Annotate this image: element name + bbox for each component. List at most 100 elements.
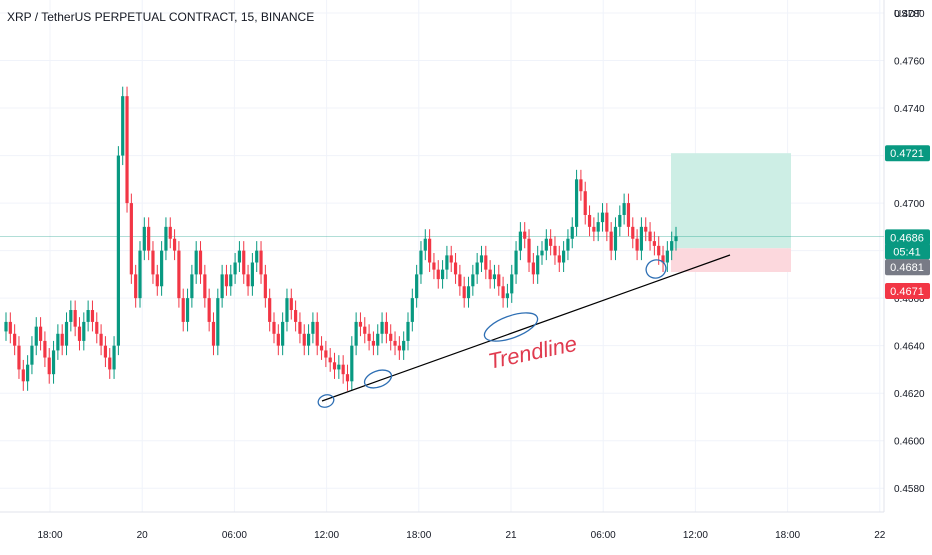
candle bbox=[475, 262, 479, 275]
candle bbox=[259, 250, 263, 275]
candle bbox=[13, 333, 17, 346]
x-tick-label: 12:00 bbox=[314, 530, 339, 541]
candle bbox=[77, 326, 82, 341]
candle bbox=[43, 340, 47, 358]
candle bbox=[488, 269, 492, 280]
candle bbox=[315, 321, 319, 346]
candle bbox=[570, 226, 574, 239]
candle bbox=[453, 262, 458, 275]
annotation-circle[interactable] bbox=[316, 393, 335, 410]
candle bbox=[142, 226, 146, 251]
candle bbox=[505, 293, 510, 299]
candle bbox=[190, 274, 194, 299]
price-label-countdown-bg bbox=[885, 243, 930, 260]
candle bbox=[125, 96, 129, 204]
candle bbox=[134, 274, 138, 299]
candle bbox=[410, 298, 414, 322]
candle bbox=[272, 321, 276, 334]
candle bbox=[471, 274, 475, 287]
candle bbox=[665, 250, 669, 263]
candle bbox=[354, 321, 358, 346]
y-tick-label: 0.4600 bbox=[894, 437, 925, 448]
candle bbox=[47, 357, 51, 375]
candle bbox=[436, 269, 440, 280]
annotation-circle[interactable] bbox=[644, 257, 669, 281]
candle bbox=[497, 274, 501, 287]
candle bbox=[367, 333, 371, 341]
candle bbox=[380, 321, 384, 334]
candle bbox=[324, 350, 328, 358]
candle bbox=[609, 231, 613, 251]
candle bbox=[449, 255, 453, 263]
candle bbox=[670, 241, 674, 251]
candle bbox=[613, 226, 618, 251]
candle bbox=[371, 340, 376, 346]
candle bbox=[345, 374, 350, 382]
candle bbox=[255, 250, 259, 263]
candle bbox=[172, 238, 177, 251]
price-label-countdown: 05:41 bbox=[893, 246, 921, 258]
candle bbox=[639, 226, 644, 251]
candle bbox=[605, 212, 609, 232]
candle bbox=[644, 226, 648, 232]
candle bbox=[30, 345, 34, 365]
candle bbox=[116, 155, 120, 346]
candle bbox=[90, 310, 95, 322]
candle bbox=[147, 226, 151, 251]
candle bbox=[557, 255, 561, 263]
candle bbox=[56, 333, 60, 351]
candle bbox=[198, 250, 203, 275]
candle bbox=[566, 238, 570, 251]
price-label-target: 0.4721 bbox=[890, 148, 924, 160]
candle bbox=[38, 326, 43, 341]
candle bbox=[648, 231, 652, 242]
candle bbox=[432, 262, 436, 270]
candle bbox=[544, 238, 548, 251]
x-tick-label: 18:00 bbox=[775, 530, 800, 541]
candle bbox=[281, 321, 285, 346]
trendline[interactable] bbox=[321, 254, 731, 402]
candle bbox=[64, 321, 69, 346]
candle bbox=[289, 298, 293, 311]
candle bbox=[415, 274, 419, 299]
candle bbox=[419, 250, 423, 275]
candle bbox=[332, 362, 337, 370]
candle bbox=[501, 286, 505, 299]
annotation-circle[interactable] bbox=[362, 367, 394, 392]
annotation-circle[interactable] bbox=[481, 307, 541, 347]
candle bbox=[276, 333, 280, 346]
candle bbox=[600, 212, 605, 223]
candle bbox=[523, 231, 527, 239]
candle bbox=[462, 286, 466, 299]
candle bbox=[194, 250, 198, 275]
candle bbox=[112, 345, 116, 370]
candle bbox=[337, 364, 341, 370]
candle bbox=[397, 345, 401, 351]
candle bbox=[73, 310, 77, 327]
candle bbox=[652, 241, 656, 246]
candle bbox=[108, 357, 112, 370]
candle bbox=[492, 274, 497, 280]
candle bbox=[306, 333, 311, 346]
x-tick-label: 06:00 bbox=[591, 530, 616, 541]
loss-zone[interactable] bbox=[671, 248, 791, 273]
y-tick-label: 0.4640 bbox=[894, 342, 925, 353]
candle bbox=[203, 274, 207, 299]
candle bbox=[233, 262, 237, 275]
candle bbox=[138, 250, 142, 299]
candle bbox=[185, 298, 190, 322]
candle bbox=[311, 321, 315, 334]
candle bbox=[160, 250, 164, 287]
candle bbox=[4, 321, 8, 332]
x-tick-label: 18:00 bbox=[406, 530, 431, 541]
candle bbox=[268, 298, 272, 322]
candle bbox=[207, 298, 211, 322]
candle bbox=[319, 345, 324, 351]
candle bbox=[82, 321, 86, 341]
profit-zone[interactable] bbox=[671, 153, 791, 249]
candle bbox=[129, 203, 133, 275]
candle bbox=[674, 236, 678, 242]
candle bbox=[587, 214, 592, 227]
